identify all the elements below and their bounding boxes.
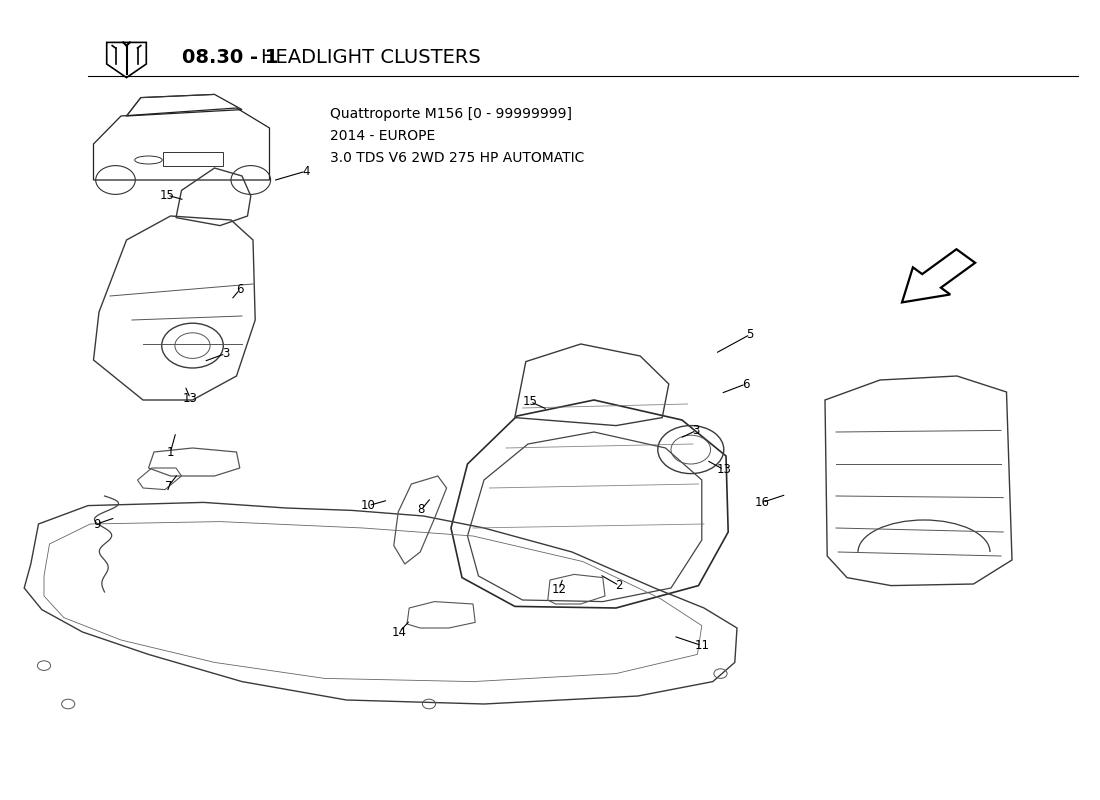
Text: 15: 15 bbox=[522, 395, 538, 408]
Text: 11: 11 bbox=[694, 639, 710, 652]
Text: HEADLIGHT CLUSTERS: HEADLIGHT CLUSTERS bbox=[261, 48, 481, 67]
Text: 4: 4 bbox=[302, 165, 309, 178]
FancyArrow shape bbox=[902, 250, 975, 302]
Text: 16: 16 bbox=[755, 496, 770, 509]
Text: 9: 9 bbox=[94, 518, 100, 530]
Text: 13: 13 bbox=[183, 392, 198, 405]
Text: 2014 - EUROPE: 2014 - EUROPE bbox=[330, 129, 436, 143]
Text: 5: 5 bbox=[747, 328, 754, 341]
Text: 3: 3 bbox=[693, 424, 700, 437]
Text: 6: 6 bbox=[236, 283, 243, 296]
Text: 7: 7 bbox=[165, 480, 172, 493]
Text: 6: 6 bbox=[742, 378, 749, 390]
Bar bbox=[163, 152, 223, 166]
Text: 8: 8 bbox=[418, 503, 425, 516]
Text: 08.30 - 1: 08.30 - 1 bbox=[182, 48, 285, 67]
Text: 3: 3 bbox=[222, 347, 229, 360]
Text: Quattroporte M156 [0 - 99999999]: Quattroporte M156 [0 - 99999999] bbox=[330, 106, 572, 121]
Text: 14: 14 bbox=[392, 626, 407, 638]
Text: 10: 10 bbox=[361, 499, 376, 512]
Text: 13: 13 bbox=[716, 463, 732, 476]
Text: 2: 2 bbox=[616, 579, 623, 592]
Text: 12: 12 bbox=[551, 583, 566, 596]
Text: 1: 1 bbox=[167, 446, 174, 458]
Text: 15: 15 bbox=[160, 189, 175, 202]
Text: 3.0 TDS V6 2WD 275 HP AUTOMATIC: 3.0 TDS V6 2WD 275 HP AUTOMATIC bbox=[330, 151, 584, 166]
